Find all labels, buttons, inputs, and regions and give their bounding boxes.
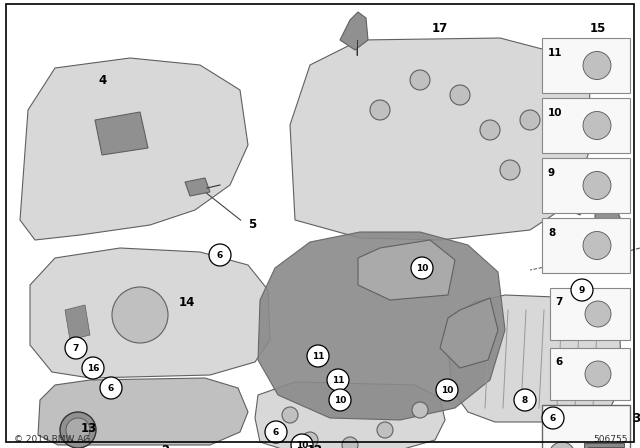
Text: 11: 11 bbox=[312, 352, 324, 361]
Circle shape bbox=[282, 407, 298, 423]
Circle shape bbox=[410, 70, 430, 90]
Polygon shape bbox=[258, 232, 505, 420]
Text: 10: 10 bbox=[416, 264, 428, 273]
Bar bbox=[542, 218, 630, 273]
Text: © 2019 BMW AG: © 2019 BMW AG bbox=[14, 435, 90, 444]
Circle shape bbox=[329, 389, 351, 411]
Circle shape bbox=[571, 279, 593, 301]
Polygon shape bbox=[448, 295, 622, 422]
Circle shape bbox=[66, 418, 90, 442]
Circle shape bbox=[585, 361, 611, 387]
Text: 14: 14 bbox=[179, 296, 195, 309]
Circle shape bbox=[302, 432, 318, 448]
Circle shape bbox=[480, 120, 500, 140]
Circle shape bbox=[370, 100, 390, 120]
Bar bbox=[542, 38, 630, 93]
Text: 16: 16 bbox=[546, 413, 561, 423]
Text: 6: 6 bbox=[217, 251, 223, 260]
Circle shape bbox=[291, 434, 313, 448]
Bar bbox=[550, 288, 630, 340]
Text: 12: 12 bbox=[307, 444, 323, 448]
Polygon shape bbox=[595, 200, 625, 248]
Polygon shape bbox=[65, 305, 90, 340]
Text: 10: 10 bbox=[334, 396, 346, 405]
Circle shape bbox=[450, 85, 470, 105]
Circle shape bbox=[82, 357, 104, 379]
Text: 10: 10 bbox=[441, 386, 453, 395]
Bar bbox=[542, 158, 630, 213]
Bar bbox=[542, 405, 630, 448]
Text: 3: 3 bbox=[632, 412, 640, 425]
Circle shape bbox=[327, 369, 349, 391]
Text: 6: 6 bbox=[273, 428, 279, 437]
Circle shape bbox=[307, 345, 329, 367]
Circle shape bbox=[514, 389, 536, 411]
Bar bbox=[550, 348, 630, 400]
Circle shape bbox=[112, 287, 168, 343]
Text: 8: 8 bbox=[548, 228, 556, 238]
Polygon shape bbox=[584, 443, 624, 448]
Text: 9: 9 bbox=[548, 168, 555, 178]
Text: 4: 4 bbox=[99, 73, 107, 86]
Circle shape bbox=[585, 301, 611, 327]
Circle shape bbox=[436, 379, 458, 401]
Circle shape bbox=[65, 337, 87, 359]
Text: 5: 5 bbox=[248, 219, 256, 232]
Polygon shape bbox=[290, 38, 590, 240]
Polygon shape bbox=[255, 382, 445, 448]
Polygon shape bbox=[440, 298, 498, 368]
Text: 11: 11 bbox=[548, 48, 563, 58]
Circle shape bbox=[411, 257, 433, 279]
Bar bbox=[542, 98, 630, 153]
Text: 10: 10 bbox=[296, 441, 308, 448]
Text: 16: 16 bbox=[87, 364, 99, 373]
Text: 6: 6 bbox=[108, 384, 114, 393]
Text: 9: 9 bbox=[579, 286, 585, 295]
Polygon shape bbox=[20, 58, 248, 240]
Circle shape bbox=[583, 52, 611, 79]
Text: 15: 15 bbox=[590, 22, 606, 34]
Text: 8: 8 bbox=[522, 396, 528, 405]
Circle shape bbox=[209, 244, 231, 266]
Polygon shape bbox=[95, 112, 148, 155]
Circle shape bbox=[583, 232, 611, 259]
Polygon shape bbox=[565, 175, 590, 215]
Polygon shape bbox=[30, 248, 270, 378]
Circle shape bbox=[100, 377, 122, 399]
Circle shape bbox=[542, 407, 564, 429]
Text: 506755: 506755 bbox=[593, 435, 628, 444]
Circle shape bbox=[520, 110, 540, 130]
Circle shape bbox=[583, 172, 611, 199]
Text: 13: 13 bbox=[81, 422, 97, 435]
Circle shape bbox=[500, 160, 520, 180]
Circle shape bbox=[377, 422, 393, 438]
Circle shape bbox=[265, 421, 287, 443]
Circle shape bbox=[60, 412, 96, 448]
Polygon shape bbox=[340, 12, 368, 50]
Polygon shape bbox=[38, 378, 248, 445]
Polygon shape bbox=[358, 240, 455, 300]
Circle shape bbox=[412, 402, 428, 418]
Polygon shape bbox=[185, 178, 210, 196]
Circle shape bbox=[342, 437, 358, 448]
Text: 7: 7 bbox=[73, 344, 79, 353]
Text: 17: 17 bbox=[432, 22, 448, 34]
Text: 6: 6 bbox=[550, 414, 556, 423]
Circle shape bbox=[583, 112, 611, 139]
Text: 2: 2 bbox=[161, 444, 169, 448]
Text: 10: 10 bbox=[548, 108, 563, 118]
Circle shape bbox=[549, 442, 575, 448]
Text: 6: 6 bbox=[555, 357, 563, 367]
Text: 7: 7 bbox=[555, 297, 563, 307]
Text: 11: 11 bbox=[332, 376, 344, 385]
